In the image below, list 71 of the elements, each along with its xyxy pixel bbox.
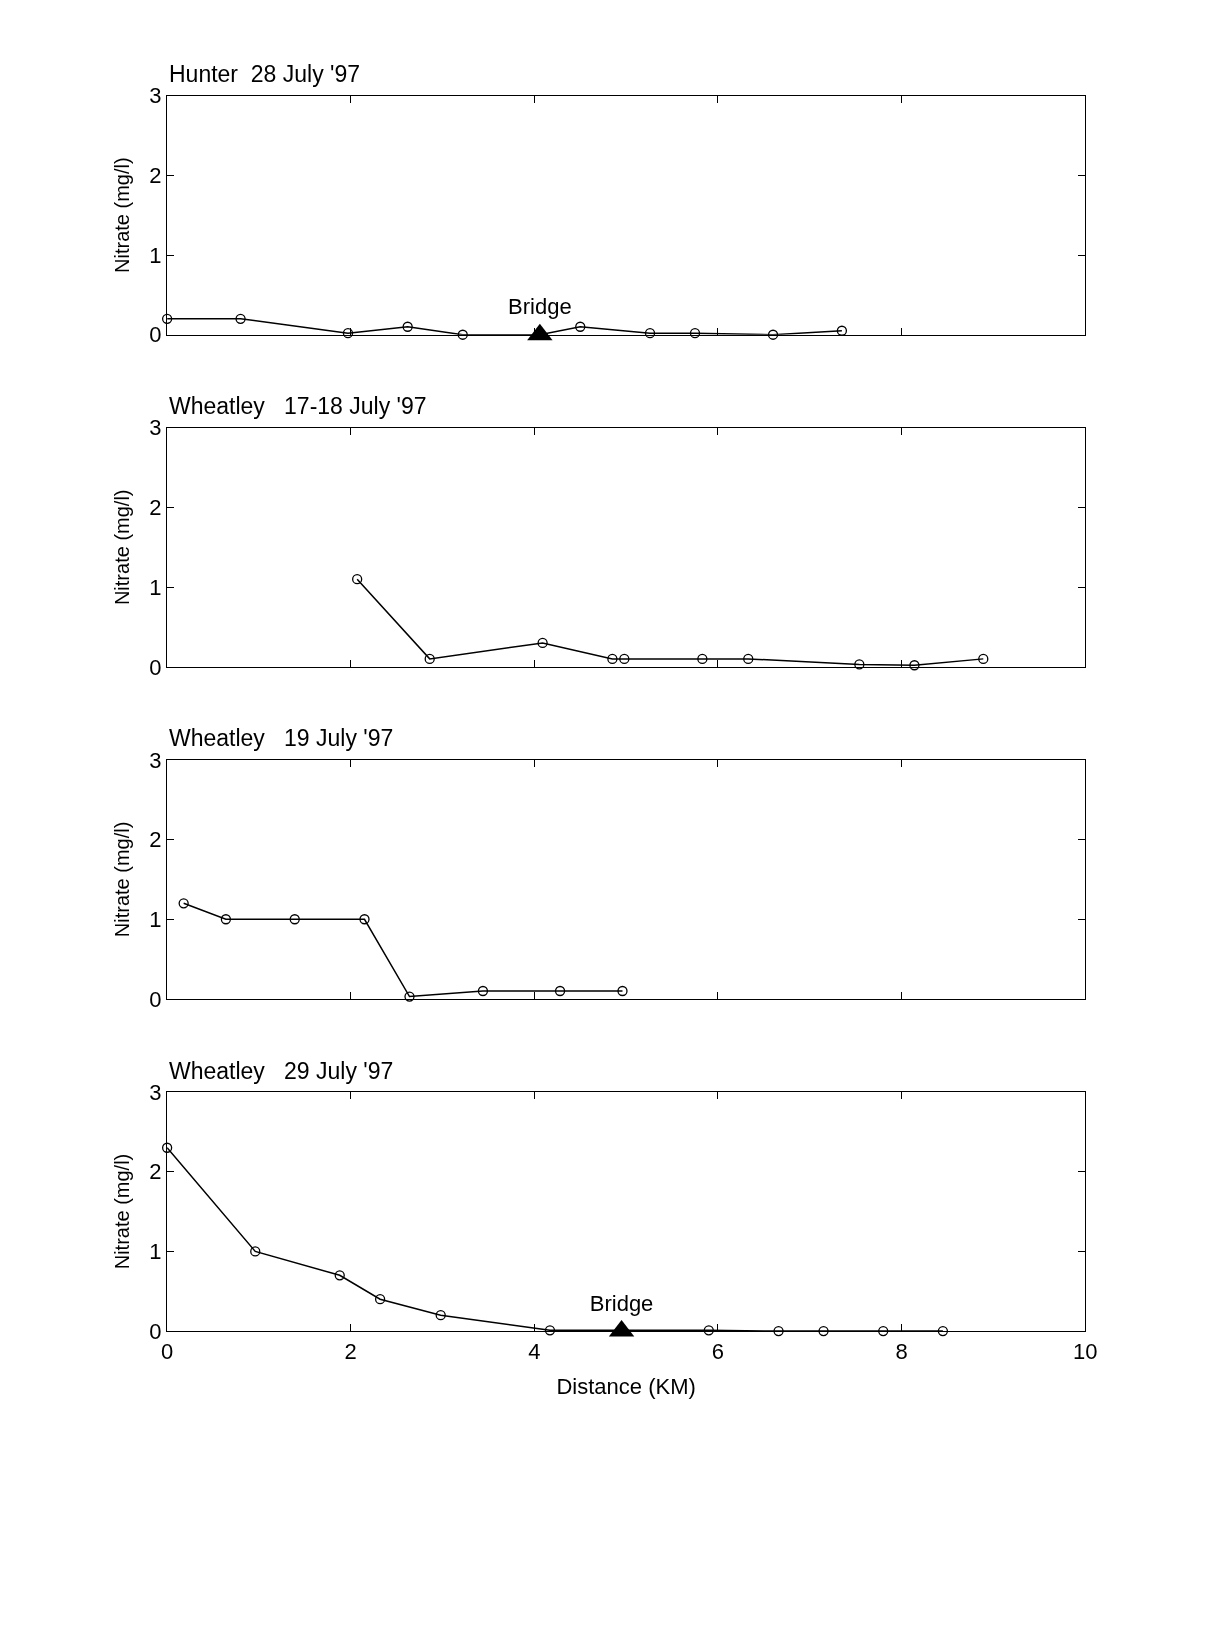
point (161, 1142, 173, 1153)
x-tick-label: 6 (711, 1338, 725, 1364)
point (773, 1325, 784, 1337)
point (250, 1246, 261, 1257)
y-axis-title: Nitrate (mg/l) (110, 821, 133, 938)
y-axis-title: Nitrate (mg/l) (110, 489, 133, 606)
point (554, 985, 566, 997)
point (457, 329, 468, 340)
y-tick-label: 2 (149, 827, 162, 853)
chart-title: Wheatley 19 July '97 (169, 725, 394, 751)
point (342, 327, 354, 339)
point (374, 1294, 386, 1305)
point (743, 653, 754, 665)
point (978, 653, 989, 665)
y-tick-label: 0 (149, 986, 162, 1012)
point (352, 574, 363, 585)
y-tick-label: 0 (149, 654, 162, 680)
point (435, 1310, 446, 1321)
y-tick-label: 2 (149, 1159, 162, 1185)
y-tick-label: 3 (149, 747, 162, 773)
y-tick-label: 3 (149, 1079, 162, 1105)
point (854, 659, 865, 670)
y-tick-label: 1 (149, 906, 162, 932)
chart-title: Hunter 28 July '97 (169, 61, 361, 87)
point (909, 660, 920, 671)
x-tick-label: 2 (344, 1338, 357, 1364)
y-axis-title: Nitrate (mg/l) (110, 1153, 133, 1270)
point (402, 321, 413, 332)
point (937, 1325, 949, 1337)
point (697, 653, 708, 665)
point (619, 653, 630, 665)
y-tick-label: 3 (149, 83, 162, 109)
point (607, 653, 618, 665)
x-tick-label: 4 (528, 1338, 541, 1364)
y-tick-label: 0 (149, 1318, 162, 1344)
chart-title: Wheatley 29 July '97 (169, 1058, 394, 1084)
y-tick-label: 1 (149, 574, 162, 600)
point (617, 985, 628, 997)
point (644, 327, 656, 339)
point (334, 1270, 345, 1281)
point (424, 653, 435, 665)
point (689, 327, 701, 339)
point (178, 898, 189, 909)
y-tick-label: 3 (149, 415, 162, 441)
x-tick-label: 8 (895, 1338, 908, 1364)
annotation: Bridge (508, 294, 572, 320)
y-axis-title: Nitrate (mg/l) (110, 157, 133, 273)
point (235, 313, 246, 324)
point (477, 985, 489, 997)
point (544, 1325, 556, 1336)
point (575, 321, 586, 332)
x-axis-title: Distance (KM) (556, 1373, 696, 1399)
point (404, 991, 415, 1002)
chart-title: Wheatley 17-18 July '97 (169, 393, 427, 419)
point (161, 313, 173, 324)
point (220, 914, 232, 925)
point (818, 1325, 829, 1337)
point (767, 329, 779, 340)
point (537, 637, 548, 649)
annotation: Bridge (589, 1290, 654, 1316)
y-tick-label: 2 (149, 495, 162, 521)
point (289, 914, 300, 925)
x-tick-label: 10 (1072, 1338, 1098, 1364)
y-tick-label: 1 (149, 1239, 162, 1265)
y-tick-label: 1 (149, 242, 162, 268)
point (878, 1325, 889, 1337)
y-tick-label: 0 (149, 322, 162, 348)
point (359, 914, 370, 925)
y-tick-label: 2 (149, 163, 162, 188)
point (703, 1325, 714, 1336)
point (836, 325, 848, 336)
